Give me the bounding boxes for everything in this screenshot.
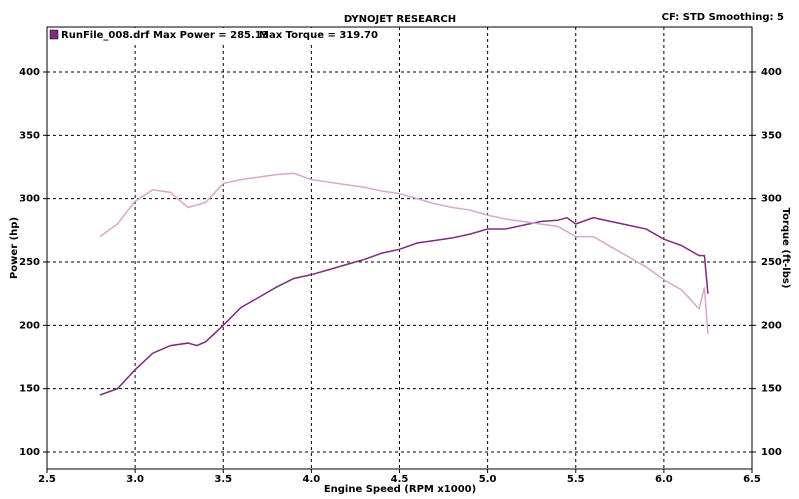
x-tick-label: 6.5 xyxy=(743,474,761,485)
x-axis-label: Engine Speed (RPM x1000) xyxy=(324,484,476,495)
x-tick-label: 4.0 xyxy=(303,474,321,485)
y-tick-label: 350 xyxy=(19,130,40,141)
legend-swatch xyxy=(49,29,59,40)
x-tick-label: 3.5 xyxy=(214,474,232,485)
y2-tick-label: 100 xyxy=(761,447,782,458)
x-tick-label: 5.5 xyxy=(567,474,585,485)
y-tick-label: 150 xyxy=(19,384,40,395)
x-tick-label: 2.5 xyxy=(38,474,56,485)
x-tick-label: 3.0 xyxy=(126,474,144,485)
y2-tick-label: 150 xyxy=(761,384,782,395)
y-tick-label: 300 xyxy=(19,194,40,205)
x-tick-label: 4.5 xyxy=(391,474,409,485)
y2-tick-label: 400 xyxy=(761,67,782,78)
line-series xyxy=(99,172,709,335)
chart-subtitle: CF: STD Smoothing: 5 xyxy=(662,12,784,23)
chart-title: DYNOJET RESEARCH xyxy=(344,14,456,25)
y2-tick-label: 350 xyxy=(761,130,782,141)
legend-text: Max Torque = 319.70 xyxy=(259,30,378,41)
y-tick-label: 200 xyxy=(19,320,40,331)
line-series xyxy=(99,216,709,396)
y2-tick-label: 300 xyxy=(761,194,782,205)
y-tick-label: 400 xyxy=(19,67,40,78)
y2-tick-label: 200 xyxy=(761,320,782,331)
y2-tick-label: 250 xyxy=(761,257,782,268)
y2-axis-label: Torque (ft-lbs) xyxy=(780,208,791,289)
x-tick-label: 5.0 xyxy=(479,474,497,485)
x-tick-label: 6.0 xyxy=(655,474,673,485)
legend-text: RunFile_008.drf Max Power = 285.13 xyxy=(61,30,269,41)
y-tick-label: 250 xyxy=(19,257,40,268)
y-axis-label: Power (hp) xyxy=(9,217,20,279)
legend-box xyxy=(48,28,338,42)
y-tick-label: 100 xyxy=(19,447,40,458)
